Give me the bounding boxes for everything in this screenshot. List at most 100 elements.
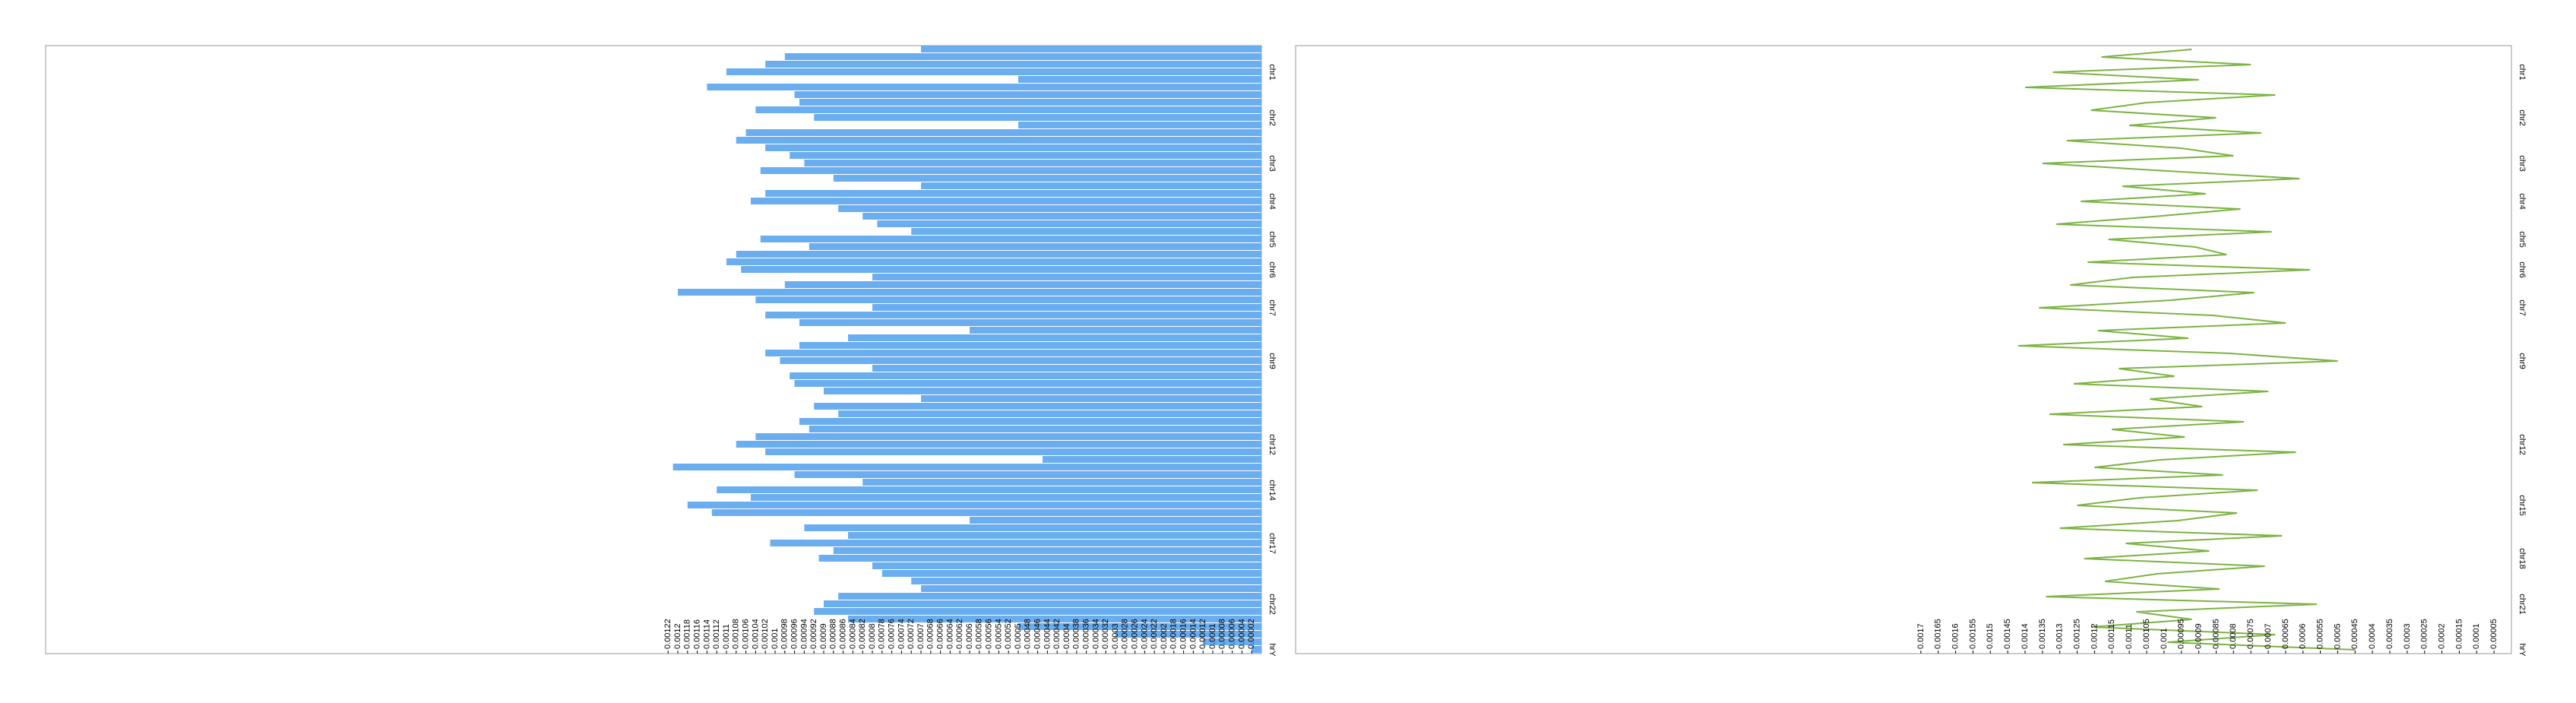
x-tick-label: 0.0014 [2021,623,2030,649]
y-tick-label: chr5 [1267,231,1277,247]
x-tick-label: 0.00096 [790,619,799,649]
y-tick-label: chr3 [1267,155,1277,171]
bar [770,540,1261,546]
bar [1018,122,1261,128]
x-tick-label: 0.00106 [742,619,751,649]
x-tick-label: 0.0012 [673,623,682,649]
x-tick-label: 0.001 [2160,628,2169,649]
bar [711,509,1261,516]
x-tick-label: 0.0004 [1062,623,1071,649]
x-tick-label: 0.00008 [1218,619,1227,649]
x-tick-label: 0.0009 [819,623,828,649]
bar [799,319,1261,326]
bar [751,494,1261,501]
bar [755,296,1261,303]
bar [780,357,1261,364]
x-tick-label: 0.00046 [1033,619,1043,649]
bar [872,274,1261,280]
bar [794,471,1261,478]
y-tick-label: chr15 [2517,495,2527,516]
x-tick-label: 0.00016 [1179,619,1188,649]
bar [1018,76,1261,83]
x-tick-label: 0.0008 [2229,623,2238,649]
bar [872,562,1261,569]
y-tick-label: chr7 [2517,299,2527,315]
bar [1018,623,1261,630]
bar [1203,638,1261,645]
x-tick-label: 0.00092 [809,619,818,649]
bar [1043,456,1261,463]
x-tick-label: 0.0004 [2368,623,2377,649]
x-tick-label: 0.00068 [926,619,935,649]
x-tick-label: 0.00042 [1052,619,1062,649]
x-tick-label: 0.0006 [2299,623,2308,649]
bar [755,106,1261,113]
bar [814,608,1261,615]
x-tick-label: 0.00112 [712,619,721,649]
x-tick-label: 0.00024 [1140,619,1149,649]
x-tick-label: 0.00058 [975,619,984,649]
y-tick-label: chr2 [1267,109,1277,125]
bar [1252,646,1261,653]
bar [804,524,1261,531]
x-tick-label: 0.00094 [799,619,809,649]
bar [736,251,1261,258]
x-tick-label: 0.00038 [1072,619,1081,649]
x-tick-label: 0.0001 [2472,623,2481,649]
bar [765,190,1261,197]
bar [848,532,1261,539]
bar [838,410,1261,417]
x-tick-label: 0.00065 [2281,619,2290,649]
y-tick-label: chr14 [1267,480,1277,501]
bar [814,403,1261,410]
x-tick-label: 0.0009 [2194,623,2203,649]
x-tick-label: 0.00064 [945,619,954,649]
x-tick-label: 0.00035 [2385,619,2394,649]
bar [848,334,1261,341]
x-tick-label: 0.00074 [897,619,906,649]
x-tick-label: 0.00006 [1228,619,1237,649]
x-tick-label: 0.00088 [829,619,838,649]
bar [824,388,1261,394]
y-tick-label: chr22 [1267,594,1277,615]
bar [736,441,1261,448]
x-tick-label: 0.00028 [1121,619,1130,649]
bar [848,616,1261,622]
x-tick-label: 0.0005 [1014,623,1023,649]
x-tick-label: 0.00062 [955,619,964,649]
x-tick-label: 0.0002 [2437,623,2446,649]
x-tick-label: 0.0011 [2125,624,2134,649]
x-tick-label: 0.0012 [2090,623,2099,649]
x-tick-label: 0.00084 [848,619,857,649]
y-tick-label: chr9 [2517,353,2527,369]
bar [784,281,1261,288]
bar [838,205,1261,212]
bar [784,53,1261,60]
bar [765,312,1261,318]
bar [765,144,1261,151]
x-tick-label: 0.00125 [2072,619,2081,649]
x-tick-label: 0.00015 [2454,619,2464,649]
x-tick-label: 0.00115 [2107,619,2116,649]
y-tick-label: chr18 [2517,548,2527,569]
bar [736,137,1261,144]
x-tick-label: 0.0002 [1160,623,1169,649]
bar [921,182,1261,189]
bar [760,167,1261,174]
bar [911,228,1261,235]
x-tick-label: 0.00102 [761,619,770,649]
x-tick-label: 0.00052 [1004,619,1013,649]
x-tick-label: 0.0007 [916,623,926,649]
x-tick-label: 0.00075 [2246,619,2255,649]
bar [765,350,1261,356]
y-tick-label: chr4 [2517,193,2527,209]
bar [799,342,1261,349]
x-tick-label: 0.00012 [1198,619,1207,649]
bar [687,502,1261,508]
bar [814,114,1261,121]
x-tick-label: 0.00056 [985,619,994,649]
y-tick-label: chr12 [1267,434,1277,455]
x-tick-label: 0.00135 [2038,619,2047,649]
x-tick-label: 0.00022 [1150,619,1159,649]
x-tick-label: 0.00066 [936,619,945,649]
